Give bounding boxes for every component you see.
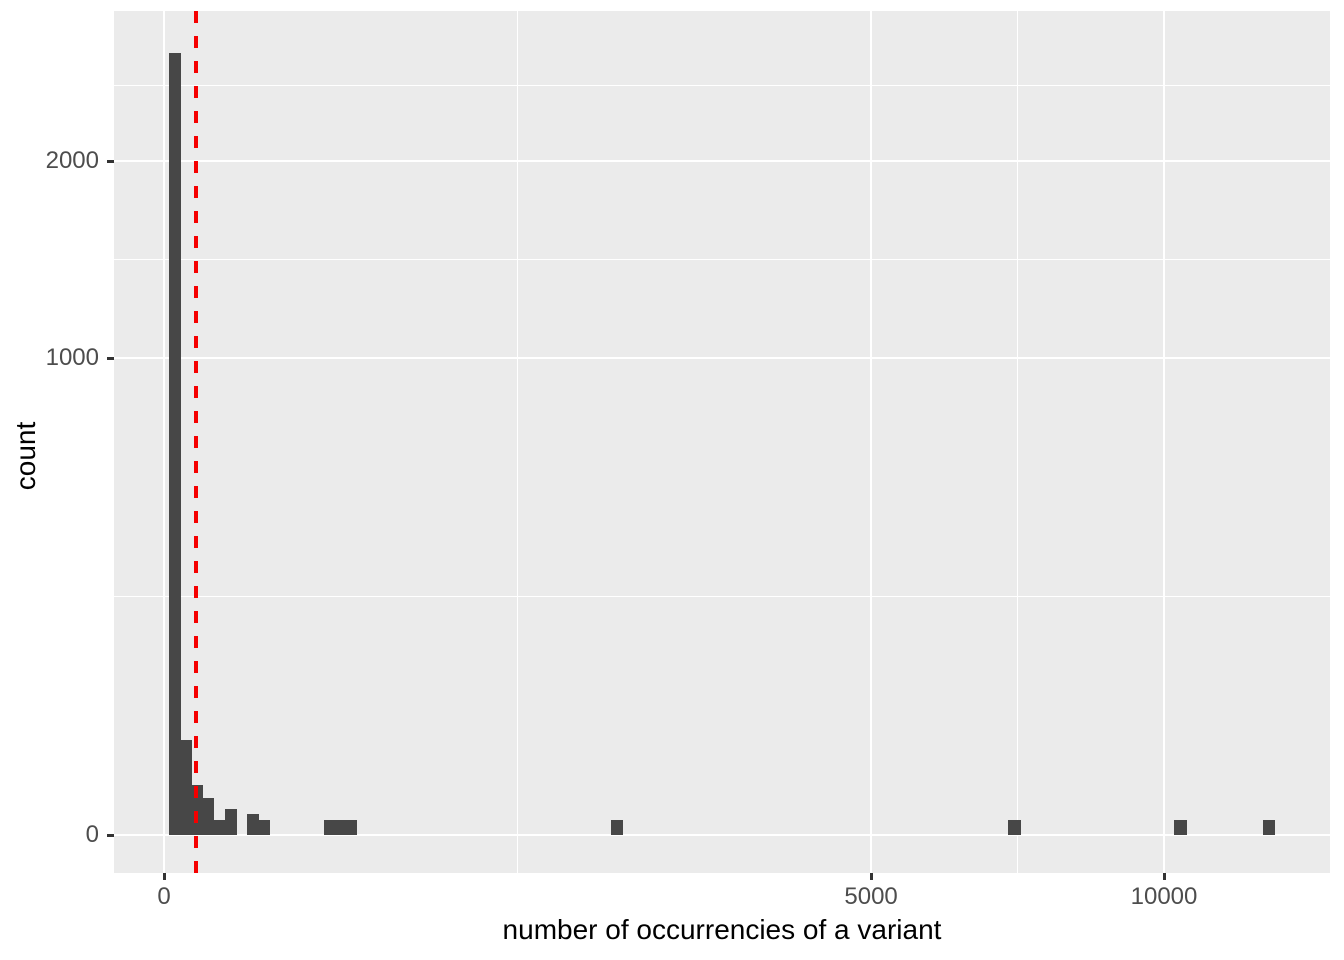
histogram-bar [324, 819, 336, 835]
histogram-bar [214, 819, 226, 835]
y-minor-gridline [114, 596, 1330, 598]
histogram-bar [1263, 819, 1275, 835]
histogram-bar [169, 53, 181, 835]
x-major-gridline [1163, 11, 1165, 873]
y-axis-tick [107, 833, 114, 837]
histogram-bar [202, 798, 214, 835]
x-major-gridline [870, 11, 873, 873]
y-major-gridline [114, 834, 1330, 836]
y-axis-tick [107, 159, 114, 163]
y-axis-tick-label: 0 [85, 821, 99, 848]
y-axis-tick-label: 1000 [45, 344, 99, 372]
x-axis-tick [162, 873, 166, 880]
x-axis-tick-label: 10000 [1130, 883, 1198, 910]
x-minor-gridline [517, 11, 519, 873]
histogram-bar [610, 819, 623, 835]
x-axis-tick-label: 5000 [844, 883, 898, 910]
threshold-vline [193, 11, 198, 873]
y-axis-tick [107, 356, 114, 360]
histogram-bar [335, 819, 348, 835]
y-axis-title-text: count [10, 421, 41, 491]
x-axis-tick [1162, 873, 1166, 880]
y-major-gridline [114, 160, 1330, 163]
y-major-gridline [114, 357, 1330, 360]
histogram-bar [247, 813, 259, 835]
histogram-bar [225, 808, 237, 835]
histogram-bar [180, 739, 192, 835]
x-minor-gridline [1017, 11, 1019, 873]
x-axis-title: number of occurrencies of a variant [502, 914, 942, 945]
x-major-gridline [163, 11, 165, 873]
histogram-bar [1008, 819, 1021, 835]
x-axis-tick [869, 873, 873, 880]
x-axis-tick-label: 0 [157, 883, 171, 910]
y-minor-gridline [114, 84, 1330, 86]
histogram-bar [1174, 819, 1187, 835]
histogram-bar [347, 819, 358, 835]
y-axis-tick-label: 2000 [45, 147, 99, 175]
y-minor-gridline [114, 259, 1330, 261]
histogram-bar [258, 819, 270, 835]
plot-panel [114, 11, 1330, 873]
